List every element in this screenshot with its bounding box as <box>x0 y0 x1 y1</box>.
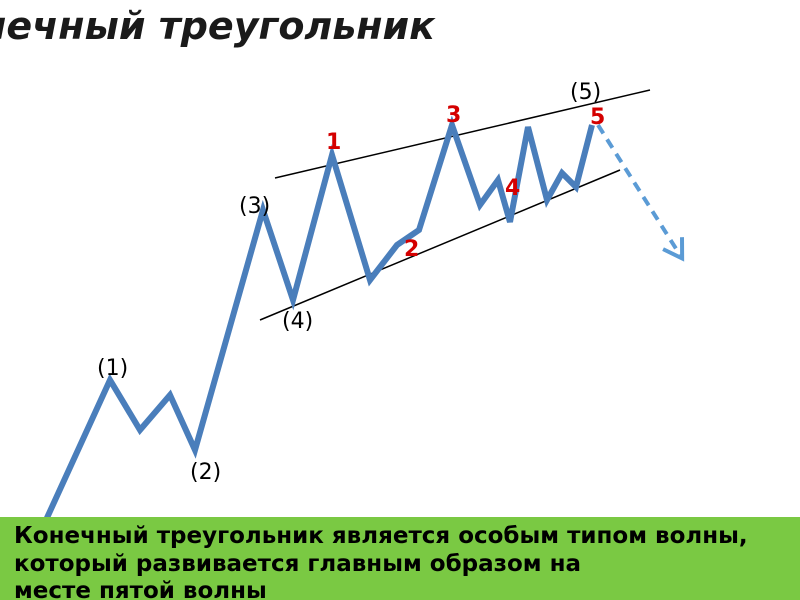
wave-label: (5) <box>570 80 601 105</box>
wave-label: (1) <box>97 356 128 381</box>
slide: онечный треугольник (1)(2)(3)(4)(5)12345… <box>0 0 800 600</box>
wave-label: 5 <box>590 105 605 130</box>
caption-cutoff: месте пятой волны <box>14 578 267 600</box>
wave-label: (4) <box>282 309 313 334</box>
wave-label: 4 <box>505 176 520 201</box>
caption-band: Конечный треугольник является особым тип… <box>0 517 800 600</box>
wave-label: 2 <box>404 237 419 262</box>
wave-label: (2) <box>190 460 221 485</box>
caption-line: Конечный треугольник является особым тип… <box>14 523 748 577</box>
wave-label: (3) <box>239 194 270 219</box>
wave-label: 1 <box>326 130 341 155</box>
wave-label: 3 <box>446 103 461 128</box>
wave-diagram: (1) (2) (3) (4) (5) 1 2 3 4 5 <box>0 0 800 600</box>
caption-text: Конечный треугольник является особым тип… <box>14 523 800 600</box>
